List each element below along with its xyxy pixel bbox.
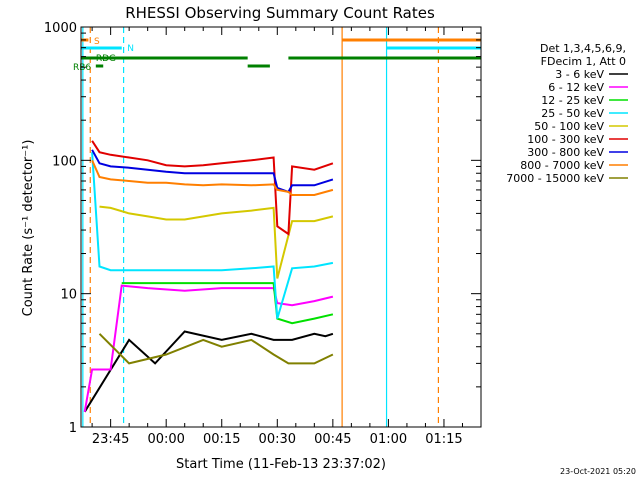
series-7000-15000-kev: [98, 333, 334, 365]
x-tick-label-23-45: 23:45: [92, 432, 129, 447]
x-axis-label: Start Time (11-Feb-13 23:37:02): [176, 457, 386, 472]
y-tick-label-10: 10: [60, 288, 77, 303]
series-25-50-kev: [91, 152, 334, 319]
legend-label-3-6-kev: 3 - 6 keV: [555, 68, 604, 81]
flag-label-n: N: [127, 44, 134, 54]
series-300-800-kev: [91, 149, 334, 194]
footer-timestamp: 23-Oct-2021 05:20: [560, 467, 636, 476]
x-tick-label-01-15: 01:15: [425, 432, 462, 447]
series-50-100-kev: [99, 205, 334, 279]
legend-label-50-100-kev: 50 - 100 keV: [534, 120, 604, 133]
y-tick-label-1000: 1000: [44, 21, 77, 36]
y-tick-label-100: 100: [52, 154, 77, 169]
legend-label-7000-15000-kev: 7000 - 15000 keV: [506, 172, 604, 185]
legend-header-1: Det 1,3,4,5,6,9,: [540, 42, 626, 55]
vertical-markers: [82, 27, 440, 427]
x-tick-label-01-00: 01:00: [370, 432, 407, 447]
legend-label-25-50-kev: 25 - 50 keV: [541, 107, 604, 120]
flag-label-s: S: [94, 37, 100, 47]
x-tick-label-00-00: 00:00: [147, 432, 184, 447]
series-100-300-kev: [91, 140, 334, 236]
chart-title: RHESSI Observing Summary Count Rates: [125, 4, 435, 22]
y-tick-label-1: 1: [69, 421, 77, 436]
legend-header-2: FDecim 1, Att 0: [541, 55, 626, 68]
legend: Det 1,3,4,5,6,9,FDecim 1, Att 03 - 6 keV…: [506, 42, 628, 185]
flag-label-rdg: RDG: [96, 54, 116, 64]
series-12-25-kev: [121, 282, 334, 325]
flag-bars: S N RDG RB6: [73, 37, 481, 73]
legend-label-100-300-kev: 100 - 300 keV: [527, 133, 604, 146]
y-axis-label: Count Rate (s⁻¹ detector⁻¹): [21, 140, 36, 317]
x-tick-label-00-15: 00:15: [203, 432, 240, 447]
legend-label-12-25-kev: 12 - 25 keV: [541, 94, 604, 107]
x-tick-label-00-45: 00:45: [314, 432, 351, 447]
legend-label-800-7000-kev: 800 - 7000 keV: [520, 159, 604, 172]
x-axis: 23:45 00:00 00:15 00:30 00:45 01:00 01:15: [91, 27, 463, 447]
plot-frame: [80, 26, 482, 428]
series-800-7000-kev: [91, 159, 334, 196]
series-3-6-kev: [83, 330, 334, 413]
series-6-12-kev: [83, 284, 334, 412]
legend-label-6-12-kev: 6 - 12 keV: [548, 81, 604, 94]
x-tick-label-00-30: 00:30: [259, 432, 296, 447]
flag-label-rb6: RB6: [73, 63, 91, 73]
series-group: [83, 140, 334, 413]
legend-label-300-800-kev: 300 - 800 keV: [527, 146, 604, 159]
y-axis: 1 10 100 1000: [44, 21, 481, 436]
